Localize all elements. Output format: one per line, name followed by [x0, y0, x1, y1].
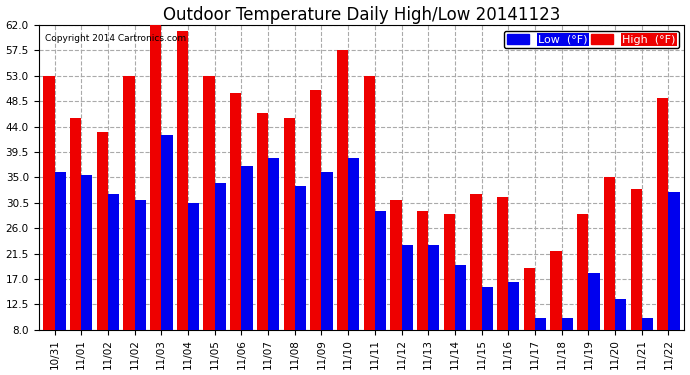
- Bar: [215, 183, 226, 330]
- Bar: [657, 99, 669, 330]
- Bar: [444, 214, 455, 330]
- Bar: [524, 268, 535, 330]
- Bar: [615, 299, 627, 330]
- Bar: [177, 31, 188, 330]
- Bar: [589, 273, 600, 330]
- Bar: [268, 158, 279, 330]
- Bar: [535, 318, 546, 330]
- Bar: [631, 189, 642, 330]
- Bar: [562, 318, 573, 330]
- Text: Copyright 2014 Cartronics.com: Copyright 2014 Cartronics.com: [45, 34, 186, 43]
- Bar: [337, 51, 348, 330]
- Bar: [455, 265, 466, 330]
- Bar: [577, 214, 589, 330]
- Bar: [188, 203, 199, 330]
- Bar: [322, 172, 333, 330]
- Bar: [108, 194, 119, 330]
- Bar: [43, 76, 55, 330]
- Bar: [551, 251, 562, 330]
- Bar: [135, 200, 146, 330]
- Bar: [471, 194, 482, 330]
- Title: Outdoor Temperature Daily High/Low 20141123: Outdoor Temperature Daily High/Low 20141…: [163, 6, 560, 24]
- Bar: [81, 175, 92, 330]
- Bar: [402, 245, 413, 330]
- Bar: [417, 211, 428, 330]
- Bar: [284, 118, 295, 330]
- Bar: [310, 90, 322, 330]
- Bar: [124, 76, 135, 330]
- Bar: [230, 93, 241, 330]
- Bar: [375, 211, 386, 330]
- Bar: [295, 186, 306, 330]
- Bar: [482, 287, 493, 330]
- Bar: [241, 166, 253, 330]
- Bar: [669, 192, 680, 330]
- Bar: [364, 76, 375, 330]
- Bar: [497, 197, 509, 330]
- Bar: [604, 177, 615, 330]
- Legend: Low  (°F), High  (°F): Low (°F), High (°F): [504, 31, 679, 48]
- Bar: [55, 172, 66, 330]
- Bar: [509, 282, 520, 330]
- Bar: [391, 200, 402, 330]
- Bar: [150, 14, 161, 330]
- Bar: [428, 245, 440, 330]
- Bar: [97, 132, 108, 330]
- Bar: [257, 112, 268, 330]
- Bar: [204, 76, 215, 330]
- Bar: [642, 318, 653, 330]
- Bar: [161, 135, 172, 330]
- Bar: [70, 118, 81, 330]
- Bar: [348, 158, 359, 330]
